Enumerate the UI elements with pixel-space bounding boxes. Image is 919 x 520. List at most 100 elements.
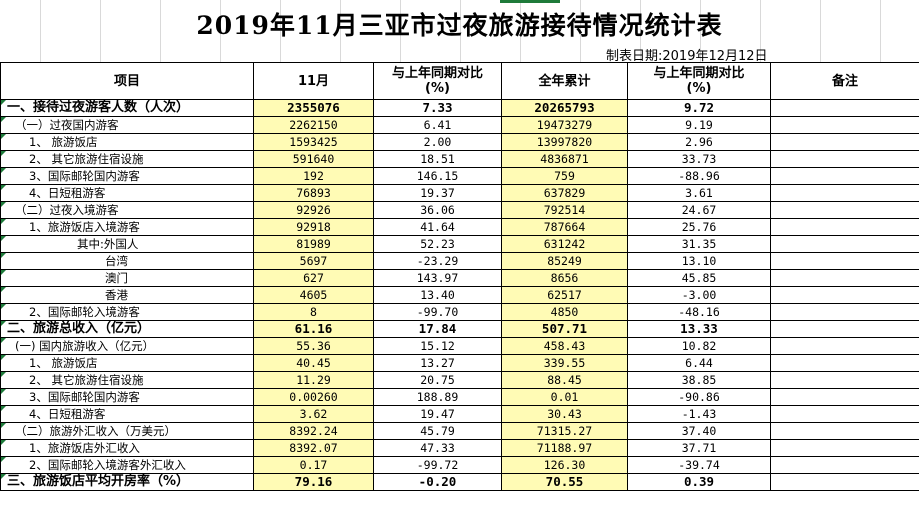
cumulative-yoy-cell[interactable]: -3.00 bbox=[627, 286, 771, 304]
month-yoy-cell[interactable]: 146.15 bbox=[373, 167, 502, 185]
month-yoy-cell[interactable]: 45.79 bbox=[373, 422, 502, 440]
month-value-cell[interactable]: 3.62 bbox=[253, 405, 374, 423]
header-cumulative[interactable]: 全年累计 bbox=[501, 62, 628, 100]
remark-cell[interactable] bbox=[770, 167, 919, 185]
row-label-cell[interactable]: 2、国际邮轮入境游客外汇收入 bbox=[0, 456, 254, 474]
month-value-cell[interactable]: 92926 bbox=[253, 201, 374, 219]
row-label-cell[interactable]: 三、旅游饭店平均开房率（%） bbox=[0, 473, 254, 491]
month-value-cell[interactable]: 81989 bbox=[253, 235, 374, 253]
cumulative-value-cell[interactable]: 4836871 bbox=[501, 150, 628, 168]
month-yoy-cell[interactable]: 19.37 bbox=[373, 184, 502, 202]
month-value-cell[interactable]: 2262150 bbox=[253, 116, 374, 134]
cumulative-yoy-cell[interactable]: 3.61 bbox=[627, 184, 771, 202]
month-value-cell[interactable]: 2355076 bbox=[253, 99, 374, 117]
cumulative-value-cell[interactable]: 787664 bbox=[501, 218, 628, 236]
month-yoy-cell[interactable]: 19.47 bbox=[373, 405, 502, 423]
month-yoy-cell[interactable]: 17.84 bbox=[373, 320, 502, 338]
month-value-cell[interactable]: 61.16 bbox=[253, 320, 374, 338]
cumulative-value-cell[interactable]: 126.30 bbox=[501, 456, 628, 474]
remark-cell[interactable] bbox=[770, 235, 919, 253]
row-label-cell[interactable]: 1、旅游饭店入境游客 bbox=[0, 218, 254, 236]
month-value-cell[interactable]: 92918 bbox=[253, 218, 374, 236]
month-yoy-cell[interactable]: -23.29 bbox=[373, 252, 502, 270]
remark-cell[interactable] bbox=[770, 354, 919, 372]
remark-cell[interactable] bbox=[770, 150, 919, 168]
row-label-cell[interactable]: 3、国际邮轮国内游客 bbox=[0, 388, 254, 406]
cumulative-value-cell[interactable]: 8656 bbox=[501, 269, 628, 287]
month-value-cell[interactable]: 0.17 bbox=[253, 456, 374, 474]
month-value-cell[interactable]: 192 bbox=[253, 167, 374, 185]
row-label-cell[interactable]: （二）旅游外汇收入（万美元） bbox=[0, 422, 254, 440]
month-yoy-cell[interactable]: 52.23 bbox=[373, 235, 502, 253]
cumulative-value-cell[interactable]: 631242 bbox=[501, 235, 628, 253]
cumulative-yoy-cell[interactable]: 37.40 bbox=[627, 422, 771, 440]
header-yoy-cumulative[interactable]: 与上年同期对比 (%) bbox=[627, 62, 771, 100]
cumulative-value-cell[interactable]: 792514 bbox=[501, 201, 628, 219]
row-label-cell[interactable]: 澳门 bbox=[0, 269, 254, 287]
cumulative-value-cell[interactable]: 71188.97 bbox=[501, 439, 628, 457]
month-yoy-cell[interactable]: 13.40 bbox=[373, 286, 502, 304]
row-label-cell[interactable]: 4、日短租游客 bbox=[0, 184, 254, 202]
cumulative-yoy-cell[interactable]: 38.85 bbox=[627, 371, 771, 389]
remark-cell[interactable] bbox=[770, 405, 919, 423]
cumulative-yoy-cell[interactable]: 24.67 bbox=[627, 201, 771, 219]
month-yoy-cell[interactable]: 15.12 bbox=[373, 337, 502, 355]
header-remark[interactable]: 备注 bbox=[770, 62, 919, 100]
month-yoy-cell[interactable]: -99.72 bbox=[373, 456, 502, 474]
row-label-cell[interactable]: 3、国际邮轮国内游客 bbox=[0, 167, 254, 185]
cumulative-yoy-cell[interactable]: 31.35 bbox=[627, 235, 771, 253]
row-label-cell[interactable]: 香港 bbox=[0, 286, 254, 304]
month-yoy-cell[interactable]: 36.06 bbox=[373, 201, 502, 219]
remark-cell[interactable] bbox=[770, 473, 919, 491]
row-label-cell[interactable]: （二）过夜入境游客 bbox=[0, 201, 254, 219]
row-label-cell[interactable]: 4、日短租游客 bbox=[0, 405, 254, 423]
cumulative-yoy-cell[interactable]: 9.72 bbox=[627, 99, 771, 117]
remark-cell[interactable] bbox=[770, 184, 919, 202]
month-value-cell[interactable]: 8392.24 bbox=[253, 422, 374, 440]
cumulative-value-cell[interactable]: 71315.27 bbox=[501, 422, 628, 440]
cumulative-yoy-cell[interactable]: 0.39 bbox=[627, 473, 771, 491]
cumulative-yoy-cell[interactable]: -39.74 bbox=[627, 456, 771, 474]
row-label-cell[interactable]: 一、接待过夜游客人数（人次） bbox=[0, 99, 254, 117]
month-value-cell[interactable]: 591640 bbox=[253, 150, 374, 168]
month-yoy-cell[interactable]: -0.20 bbox=[373, 473, 502, 491]
month-value-cell[interactable]: 79.16 bbox=[253, 473, 374, 491]
month-yoy-cell[interactable]: 20.75 bbox=[373, 371, 502, 389]
remark-cell[interactable] bbox=[770, 133, 919, 151]
cumulative-yoy-cell[interactable]: 10.82 bbox=[627, 337, 771, 355]
remark-cell[interactable] bbox=[770, 388, 919, 406]
remark-cell[interactable] bbox=[770, 116, 919, 134]
cumulative-value-cell[interactable]: 62517 bbox=[501, 286, 628, 304]
month-value-cell[interactable]: 0.00260 bbox=[253, 388, 374, 406]
cumulative-yoy-cell[interactable]: 33.73 bbox=[627, 150, 771, 168]
remark-cell[interactable] bbox=[770, 422, 919, 440]
month-value-cell[interactable]: 76893 bbox=[253, 184, 374, 202]
month-yoy-cell[interactable]: 6.41 bbox=[373, 116, 502, 134]
remark-cell[interactable] bbox=[770, 99, 919, 117]
remark-cell[interactable] bbox=[770, 320, 919, 338]
cumulative-value-cell[interactable]: 637829 bbox=[501, 184, 628, 202]
cumulative-yoy-cell[interactable]: 45.85 bbox=[627, 269, 771, 287]
cumulative-yoy-cell[interactable]: 25.76 bbox=[627, 218, 771, 236]
row-label-cell[interactable]: 台湾 bbox=[0, 252, 254, 270]
month-yoy-cell[interactable]: 18.51 bbox=[373, 150, 502, 168]
month-yoy-cell[interactable]: 41.64 bbox=[373, 218, 502, 236]
remark-cell[interactable] bbox=[770, 286, 919, 304]
cumulative-value-cell[interactable]: 30.43 bbox=[501, 405, 628, 423]
cumulative-value-cell[interactable]: 458.43 bbox=[501, 337, 628, 355]
cumulative-yoy-cell[interactable]: 9.19 bbox=[627, 116, 771, 134]
month-yoy-cell[interactable]: -99.70 bbox=[373, 303, 502, 321]
cumulative-value-cell[interactable]: 88.45 bbox=[501, 371, 628, 389]
month-value-cell[interactable]: 1593425 bbox=[253, 133, 374, 151]
header-yoy-month[interactable]: 与上年同期对比 (%) bbox=[373, 62, 502, 100]
cumulative-value-cell[interactable]: 507.71 bbox=[501, 320, 628, 338]
month-value-cell[interactable]: 627 bbox=[253, 269, 374, 287]
row-label-cell[interactable]: 2、 其它旅游住宿设施 bbox=[0, 371, 254, 389]
cumulative-value-cell[interactable]: 19473279 bbox=[501, 116, 628, 134]
cumulative-value-cell[interactable]: 85249 bbox=[501, 252, 628, 270]
month-yoy-cell[interactable]: 47.33 bbox=[373, 439, 502, 457]
remark-cell[interactable] bbox=[770, 456, 919, 474]
month-value-cell[interactable]: 55.36 bbox=[253, 337, 374, 355]
cumulative-yoy-cell[interactable]: -48.16 bbox=[627, 303, 771, 321]
remark-cell[interactable] bbox=[770, 371, 919, 389]
